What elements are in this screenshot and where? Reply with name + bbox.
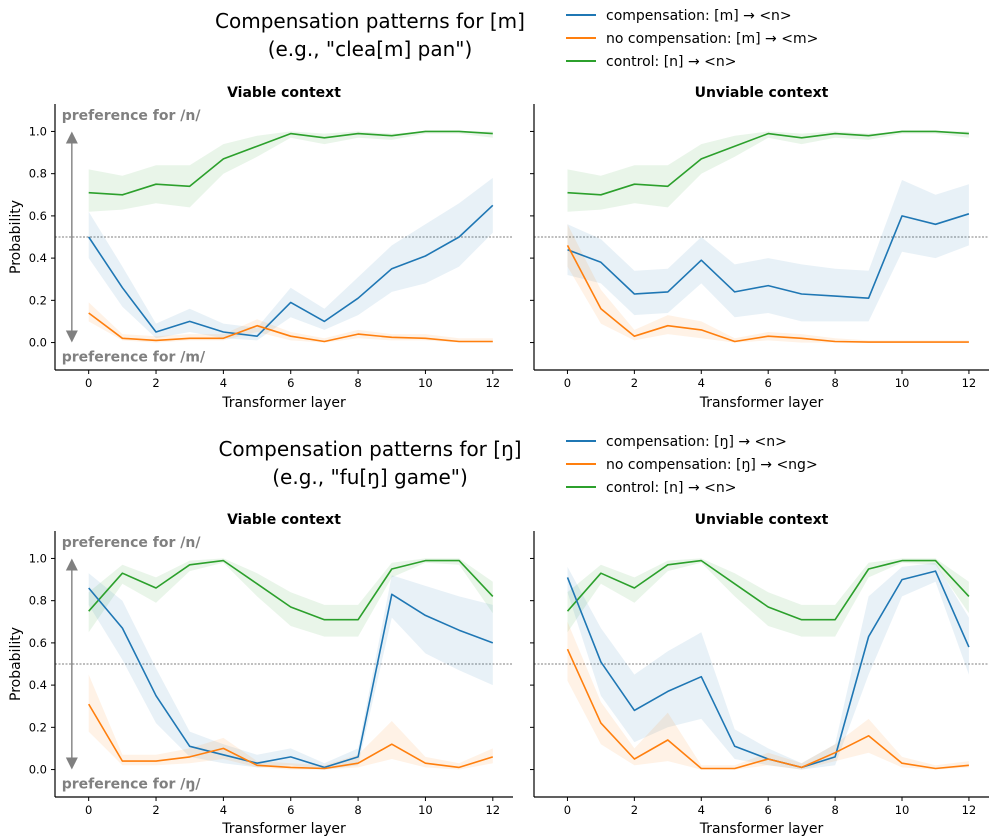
- confidence-band: [88, 674, 493, 770]
- x-tick-label: 2: [631, 376, 638, 390]
- series-line: [88, 703, 494, 770]
- x-tick-label: 10: [895, 803, 910, 817]
- y-tick-label: 0.2: [29, 720, 47, 734]
- x-axis-label: Transformer layer: [221, 821, 346, 837]
- panel-title: Viable context: [227, 512, 341, 528]
- legend-entry: no compensation: [m] → <m>: [606, 31, 818, 47]
- x-axis-label: Transformer layer: [699, 821, 824, 837]
- y-axis-label: Probability: [8, 200, 24, 274]
- x-tick-label: 6: [287, 803, 294, 817]
- figure-title-line: (e.g., "fu[ŋ] game"): [272, 465, 468, 489]
- series-line: [88, 312, 493, 343]
- confidence-band: [88, 558, 493, 637]
- y-axis-label: Probability: [8, 627, 24, 701]
- x-axis-label: Transformer layer: [699, 395, 824, 411]
- x-tick-label: 2: [152, 803, 159, 817]
- y-tick-label: 1.0: [29, 551, 47, 565]
- y-tick-label: 0.0: [29, 336, 47, 350]
- y-tick-label: 0.8: [29, 594, 47, 608]
- series-line: [566, 559, 970, 621]
- figure-title-line: (e.g., "clea[m] pan"): [268, 37, 473, 61]
- x-tick-label: 6: [287, 376, 294, 390]
- y-tick-label: 0.4: [29, 251, 47, 265]
- legend-entry: compensation: [m] → <n>: [606, 8, 792, 24]
- x-tick-label: 6: [765, 803, 772, 817]
- plot-panel: Unviable context 0 2 4 6 8 10 12 Transformer lay…: [530, 512, 989, 837]
- series-line: [88, 204, 494, 338]
- series-line: [567, 130, 969, 196]
- arrow-head-up: [65, 131, 78, 144]
- x-tick-label: 2: [631, 803, 638, 817]
- confidence-band: [88, 177, 493, 341]
- confidence-band: [567, 562, 969, 770]
- series-line: [88, 587, 494, 769]
- y-tick-label: 0.4: [29, 678, 47, 692]
- x-tick-label: 2: [152, 376, 159, 390]
- preference-bottom-label: preference for /ŋ/: [62, 777, 202, 793]
- y-tick-label: 0.6: [29, 636, 47, 650]
- x-tick-label: 8: [831, 376, 838, 390]
- x-tick-label: 8: [831, 803, 838, 817]
- y-tick-label: 0.0: [29, 763, 47, 777]
- confidence-band: [567, 131, 969, 212]
- series-line: [88, 130, 493, 196]
- series-line: [567, 213, 970, 300]
- plot-panel: Viable context 0 2 4 6 8 10 12 0.0 0.2 0.4 0.6 0.8 1.…: [29, 512, 513, 837]
- arrow-head-down: [65, 330, 78, 343]
- arrow-head-up: [65, 558, 78, 571]
- confidence-band: [567, 558, 969, 637]
- series-line: [88, 559, 494, 621]
- x-tick-label: 0: [85, 376, 92, 390]
- legend-entry: control: [n] → <n>: [606, 480, 736, 496]
- legend-entry: no compensation: [ŋ] → <ng>: [606, 457, 818, 473]
- confidence-band: [567, 180, 969, 322]
- confidence-band: [88, 131, 493, 212]
- x-tick-label: 0: [85, 803, 92, 817]
- x-tick-label: 8: [354, 803, 361, 817]
- x-tick-label: 6: [765, 376, 772, 390]
- x-tick-label: 4: [698, 376, 705, 390]
- x-tick-label: 4: [220, 803, 227, 817]
- x-tick-label: 10: [418, 376, 433, 390]
- y-tick-label: 0.8: [29, 167, 47, 181]
- figure-title-line: Compensation patterns for [ŋ]: [218, 437, 521, 461]
- panel-title: Unviable context: [695, 85, 829, 101]
- x-tick-label: 12: [962, 376, 977, 390]
- series-line: [566, 245, 969, 343]
- preference-top-label: preference for /n/: [62, 108, 202, 124]
- arrow-head-down: [65, 757, 78, 770]
- preference-top-label: preference for /n/: [62, 535, 202, 551]
- x-tick-label: 10: [895, 376, 910, 390]
- x-tick-label: 12: [485, 803, 500, 817]
- figure-title-line: Compensation patterns for [m]: [215, 9, 525, 33]
- x-tick-label: 0: [564, 376, 571, 390]
- plot-panel: Unviable context 0 2 4 6 8 10 12 Transformer lay…: [530, 85, 989, 411]
- x-tick-label: 8: [354, 376, 361, 390]
- series-line: [566, 648, 969, 770]
- x-axis-label: Transformer layer: [221, 395, 346, 411]
- preference-bottom-label: preference for /m/: [62, 350, 206, 366]
- x-tick-label: 12: [485, 376, 500, 390]
- y-tick-label: 1.0: [29, 124, 47, 138]
- x-tick-label: 0: [564, 803, 571, 817]
- plot-panel: Viable context 0 2 4 6 8 10 12 0.0 0.2 0.4 0.6 0.8 1.…: [29, 85, 513, 411]
- x-tick-label: 4: [220, 376, 227, 390]
- legend-entry: compensation: [ŋ] → <n>: [606, 434, 787, 450]
- panel-title: Unviable context: [695, 512, 829, 528]
- x-tick-label: 12: [962, 803, 977, 817]
- confidence-band: [567, 621, 969, 770]
- x-tick-label: 4: [698, 803, 705, 817]
- y-tick-label: 0.2: [29, 293, 47, 307]
- panel-title: Viable context: [227, 85, 341, 101]
- legend-entry: control: [n] → <n>: [606, 54, 736, 70]
- x-tick-label: 10: [418, 803, 433, 817]
- y-tick-label: 0.6: [29, 209, 47, 223]
